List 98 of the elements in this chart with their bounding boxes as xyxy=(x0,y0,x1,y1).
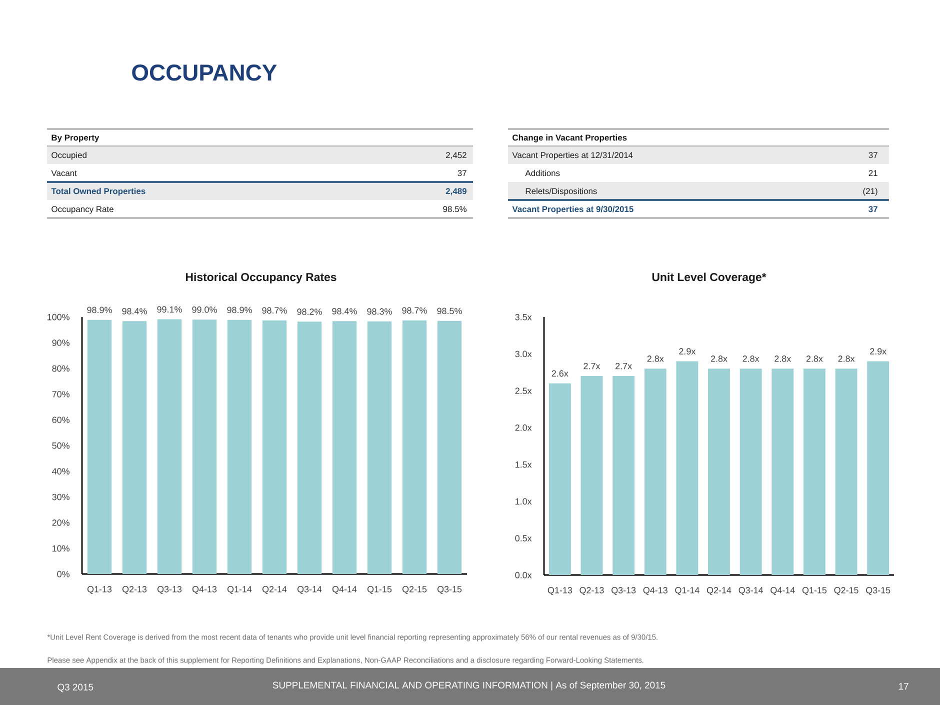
y-tick-label: 3.5x xyxy=(515,314,532,320)
chart-title: Unit Level Coverage* xyxy=(652,272,766,284)
y-tick-label: 60% xyxy=(52,416,70,424)
y-tick-label: 30% xyxy=(52,494,70,500)
data-label: 2.9x xyxy=(679,348,696,355)
data-label: 98.9% xyxy=(87,306,112,314)
text: 21 xyxy=(868,170,878,176)
x-tick-label: Q2-15 xyxy=(402,586,427,594)
category-label: Relets/Dispositions xyxy=(526,188,597,196)
y-tick-label: 0% xyxy=(57,570,70,578)
bar xyxy=(772,368,794,575)
y-tick-label: 0.0x xyxy=(515,572,532,578)
x-tick-label: Q3-14 xyxy=(738,587,764,595)
data-label: 2.8x xyxy=(710,356,728,362)
data-label: 98.7% xyxy=(402,307,427,314)
y-tick-label: 1.5x xyxy=(516,461,532,468)
y-tick-label: 3.0x xyxy=(515,350,532,358)
text: 37 xyxy=(868,152,878,158)
data-label: 98.2% xyxy=(297,308,322,315)
y-tick-label: 40% xyxy=(52,468,70,474)
text: By Property xyxy=(52,134,100,142)
y-tick-label: 50% xyxy=(52,442,70,449)
bar xyxy=(708,368,730,575)
y-tick-label: 70% xyxy=(52,391,70,398)
data-label: 2.8x xyxy=(838,356,855,362)
text: SUPPLEMENTAL FINANCIAL AND OPERATING INFORMATION | As of September 30, 2015 xyxy=(272,682,666,690)
bar xyxy=(612,376,635,575)
y-tick-label: 100% xyxy=(48,314,70,320)
x-tick-label: Q2-13 xyxy=(122,586,147,594)
x-tick-label: Q2-13 xyxy=(580,587,604,595)
text: (21) xyxy=(863,188,878,196)
data-label: 98.3% xyxy=(367,308,392,315)
bar xyxy=(835,368,858,575)
chart-title: Historical Occupancy Rates xyxy=(186,272,336,284)
data-label: 2.7x xyxy=(616,362,632,370)
text: 98.5% xyxy=(443,206,467,212)
x-tick-label: Q1-13 xyxy=(548,587,572,595)
y-tick-label: 2.5x xyxy=(515,388,532,394)
x-tick-label: Q4-13 xyxy=(192,586,217,594)
text: Change in Vacant Properties xyxy=(512,134,627,142)
data-label: 98.4% xyxy=(122,308,147,314)
bar xyxy=(644,368,666,575)
data-label: 2.7x xyxy=(584,362,600,370)
x-tick-label: Q1-14 xyxy=(675,587,700,595)
x-tick-label: Q3-15 xyxy=(866,587,890,595)
x-tick-label: Q1-15 xyxy=(802,587,827,595)
text: 2,452 xyxy=(446,152,466,160)
x-tick-label: Q4-14 xyxy=(332,586,357,594)
bar xyxy=(867,361,890,575)
category-label: Total Owned Properties xyxy=(51,188,146,196)
y-tick-label: 90% xyxy=(52,340,70,346)
data-label: 2.9x xyxy=(870,348,886,355)
y-tick-label: 20% xyxy=(52,520,70,526)
data-label: 98.4% xyxy=(332,308,357,314)
data-label: 2.6x xyxy=(552,370,568,377)
x-tick-label: Q4-14 xyxy=(770,587,795,595)
data-label: 99.0% xyxy=(192,306,217,313)
x-tick-label: Q2-15 xyxy=(834,587,858,595)
x-tick-label: Q4-13 xyxy=(643,587,668,595)
category-label: Occupancy Rate xyxy=(52,206,114,214)
text: 2,489 xyxy=(446,188,466,196)
category-label: Vacant xyxy=(51,170,77,176)
text: 37 xyxy=(458,170,466,176)
data-label: 2.8x xyxy=(742,356,760,362)
text: Q3 2015 xyxy=(58,684,94,692)
data-label: 2.8x xyxy=(774,356,792,362)
data-label: 98.5% xyxy=(437,308,462,314)
x-tick-label: Q1-13 xyxy=(87,586,112,594)
text: OCCUPANCY xyxy=(132,64,277,81)
data-label: 98.9% xyxy=(227,306,252,314)
x-tick-label: Q3-13 xyxy=(612,587,636,595)
category-label: Occupied xyxy=(52,152,86,160)
y-tick-label: 2.0x xyxy=(515,424,532,431)
category-label: Additions xyxy=(525,170,560,176)
y-tick-label: 80% xyxy=(52,365,70,372)
data-label: 2.8x xyxy=(806,356,823,362)
x-tick-label: Q3-13 xyxy=(157,586,182,594)
x-tick-label: Q2-14 xyxy=(262,586,287,594)
y-tick-label: 1.0x xyxy=(516,498,532,505)
x-tick-label: Q1-15 xyxy=(367,586,392,594)
bar xyxy=(548,383,571,575)
category-label: Vacant Properties at 12/31/2014 xyxy=(512,152,633,160)
data-label: 98.7% xyxy=(262,307,287,314)
y-tick-label: 10% xyxy=(52,545,70,552)
text: 17 xyxy=(899,683,908,690)
bar xyxy=(580,376,603,575)
x-tick-label: Q3-15 xyxy=(437,586,462,594)
data-label: 2.8x xyxy=(647,356,664,362)
x-tick-label: Q2-14 xyxy=(706,587,732,595)
x-tick-label: Q1-14 xyxy=(227,586,252,594)
category-label: Vacant Properties at 9/30/2015 xyxy=(512,206,634,214)
x-tick-label: Q3-14 xyxy=(297,586,322,594)
bar xyxy=(676,361,698,575)
data-label: 99.1% xyxy=(157,306,182,313)
bar xyxy=(740,368,762,575)
text: 37 xyxy=(868,206,878,212)
bar xyxy=(803,368,826,575)
y-tick-label: 0.5x xyxy=(515,535,532,542)
